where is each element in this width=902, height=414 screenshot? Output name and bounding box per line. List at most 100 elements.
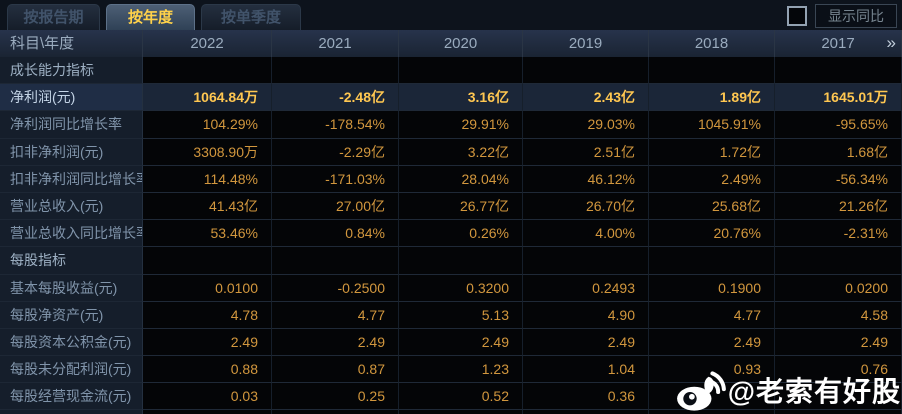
row-label: 每股资本公积金(元) (0, 328, 143, 357)
corner-header: 科目\年度 (0, 30, 143, 57)
cell-value: 3.22亿 (399, 138, 523, 166)
row-label: 每股指标 (0, 247, 143, 275)
show-yoy-checkbox[interactable] (787, 6, 807, 26)
cell-value: 0.0200 (775, 274, 902, 302)
cell-value: 41.43亿 (143, 192, 272, 221)
cell-value: 25.68亿 (649, 192, 775, 221)
table-row[interactable]: 营业总收入同比增长率 53.46% 0.84% 0.26% 4.00% 20.76% -2.… (0, 220, 902, 248)
row-label: 基本每股收益(元) (0, 274, 143, 302)
tab-by-quarter[interactable]: 按单季度 (201, 4, 301, 30)
cell-value: 2.43亿 (523, 84, 649, 112)
cell-value: 4.00% (523, 220, 649, 248)
cell-value: 1645.01万 (775, 84, 902, 112)
table-header-row: 科目\年度 2022 2021 2020 2019 2018 2017» (0, 30, 902, 57)
cell-value (143, 247, 272, 275)
cell-value (649, 247, 775, 275)
row-label: 净利润同比增长率 (0, 111, 143, 139)
cell-value: -178.54% (272, 111, 399, 139)
year-column-header: 2022 (143, 30, 272, 57)
cell-value (523, 247, 649, 275)
table-body: 成长能力指标 净利润(元) 1064.84万 -2.48亿 3.16亿 2.43亿 1.89… (0, 57, 902, 414)
cell-value: 2.49 (399, 328, 523, 357)
cell-value: 0.93 (649, 356, 775, 384)
row-label: 扣非净利润同比增长率 (0, 165, 143, 193)
table-row[interactable]: 每股资本公积金(元) 2.49 2.49 2.49 2.49 2.49 2.49 (0, 328, 902, 357)
cell-value: 1045.91% (649, 111, 775, 139)
cell-value: 0.88 (143, 356, 272, 384)
cell-value (272, 57, 399, 85)
row-label: 每股经营现金流(元) (0, 383, 143, 411)
cell-value: 2.49 (775, 328, 902, 357)
cell-value: 2.49 (523, 328, 649, 357)
cell-value: 0.03 (143, 383, 272, 411)
cell-value: 1.72亿 (649, 138, 775, 166)
cell-value: -0.2500 (272, 274, 399, 302)
row-label: 营业总收入同比增长率 (0, 220, 143, 248)
row-label: 营业总收入(元) (0, 192, 143, 221)
cell-value: 28.04% (399, 165, 523, 193)
table-row[interactable]: 每股未分配利润(元) 0.88 0.87 1.23 1.04 0.93 0.76 (0, 356, 902, 384)
cell-value: 2.49 (649, 328, 775, 357)
cell-value (649, 383, 775, 411)
cell-value: 1.68亿 (775, 138, 902, 166)
cell-value: 4.78 (143, 301, 272, 329)
cell-value (399, 247, 523, 275)
table-row[interactable]: 营业总收入(元) 41.43亿 27.00亿 26.77亿 26.70亿 25.68亿 21… (0, 192, 902, 221)
show-yoy-label[interactable]: 显示同比 (815, 4, 897, 28)
cell-value: -56.34% (775, 165, 902, 193)
year-column-header: 2017» (775, 30, 902, 57)
more-years-icon[interactable]: » (886, 33, 897, 52)
cell-value: 2.49 (143, 328, 272, 357)
cell-value (399, 57, 523, 85)
cell-value (775, 410, 902, 414)
row-label: 每股未分配利润(元) (0, 356, 143, 384)
cell-value (143, 57, 272, 85)
table-row[interactable]: 扣非净利润(元) 3308.90万 -2.29亿 3.22亿 2.51亿 1.72亿 1.6… (0, 138, 902, 166)
cell-value: 53.46% (143, 220, 272, 248)
cell-value: -2.31% (775, 220, 902, 248)
cell-value: 20.76% (649, 220, 775, 248)
cell-value: 1064.84万 (143, 84, 272, 112)
table-row[interactable]: 基本每股收益(元) 0.0100 -0.2500 0.3200 0.2493 0.1900… (0, 274, 902, 302)
cell-value: 3308.90万 (143, 138, 272, 166)
table-row[interactable]: 净利润(元) 1064.84万 -2.48亿 3.16亿 2.43亿 1.89亿 1645.… (0, 84, 902, 112)
cell-value: 104.29% (143, 111, 272, 139)
row-label: 每股净资产(元) (0, 301, 143, 329)
cell-value: 27.00亿 (272, 192, 399, 221)
cell-value: 1.04 (523, 356, 649, 384)
table-row[interactable]: 每股净资产(元) 4.78 4.77 5.13 4.90 4.77 4.58 (0, 301, 902, 329)
cell-value: 2.49% (649, 165, 775, 193)
cell-value: 26.77亿 (399, 192, 523, 221)
cell-value: 46.12% (523, 165, 649, 193)
cell-value: 0.84% (272, 220, 399, 248)
table-row[interactable]: 扣非净利润同比增长率 114.48% -171.03% 28.04% 46.12% 2.4… (0, 165, 902, 193)
cell-value: 0.1900 (649, 274, 775, 302)
cell-value: 0.76 (775, 356, 902, 384)
cell-value: 0.0100 (143, 274, 272, 302)
table-row[interactable]: 每股经营现金流(元) 0.03 0.25 0.52 0.36 (0, 383, 902, 411)
cell-value (649, 410, 775, 414)
row-label (0, 410, 143, 414)
cell-value: 4.58 (775, 301, 902, 329)
cell-value (272, 247, 399, 275)
financial-table: 科目\年度 2022 2021 2020 2019 2018 2017» 成长能力指标 净利… (0, 30, 902, 414)
tab-by-year[interactable]: 按年度 (106, 4, 195, 30)
cell-value: 0.2493 (523, 274, 649, 302)
cell-value: -2.29亿 (272, 138, 399, 166)
cell-value: 3.16亿 (399, 84, 523, 112)
cell-value (523, 410, 649, 414)
year-column-header: 2020 (399, 30, 523, 57)
cell-value: 0.52 (399, 383, 523, 411)
table-row[interactable]: 成长能力指标 (0, 57, 902, 85)
cell-value: 1.89亿 (649, 84, 775, 112)
cell-value: 0.36 (523, 383, 649, 411)
tab-by-report-period[interactable]: 按报告期 (7, 4, 100, 30)
cell-value (649, 57, 775, 85)
cell-value: 0.3200 (399, 274, 523, 302)
cell-value: 29.91% (399, 111, 523, 139)
cell-value: 21.26亿 (775, 192, 902, 221)
cell-value (272, 410, 399, 414)
table-row[interactable]: 每股指标 (0, 247, 902, 275)
cell-value: 4.90 (523, 301, 649, 329)
table-row[interactable]: 净利润同比增长率 104.29% -178.54% 29.91% 29.03% 1045.… (0, 111, 902, 139)
